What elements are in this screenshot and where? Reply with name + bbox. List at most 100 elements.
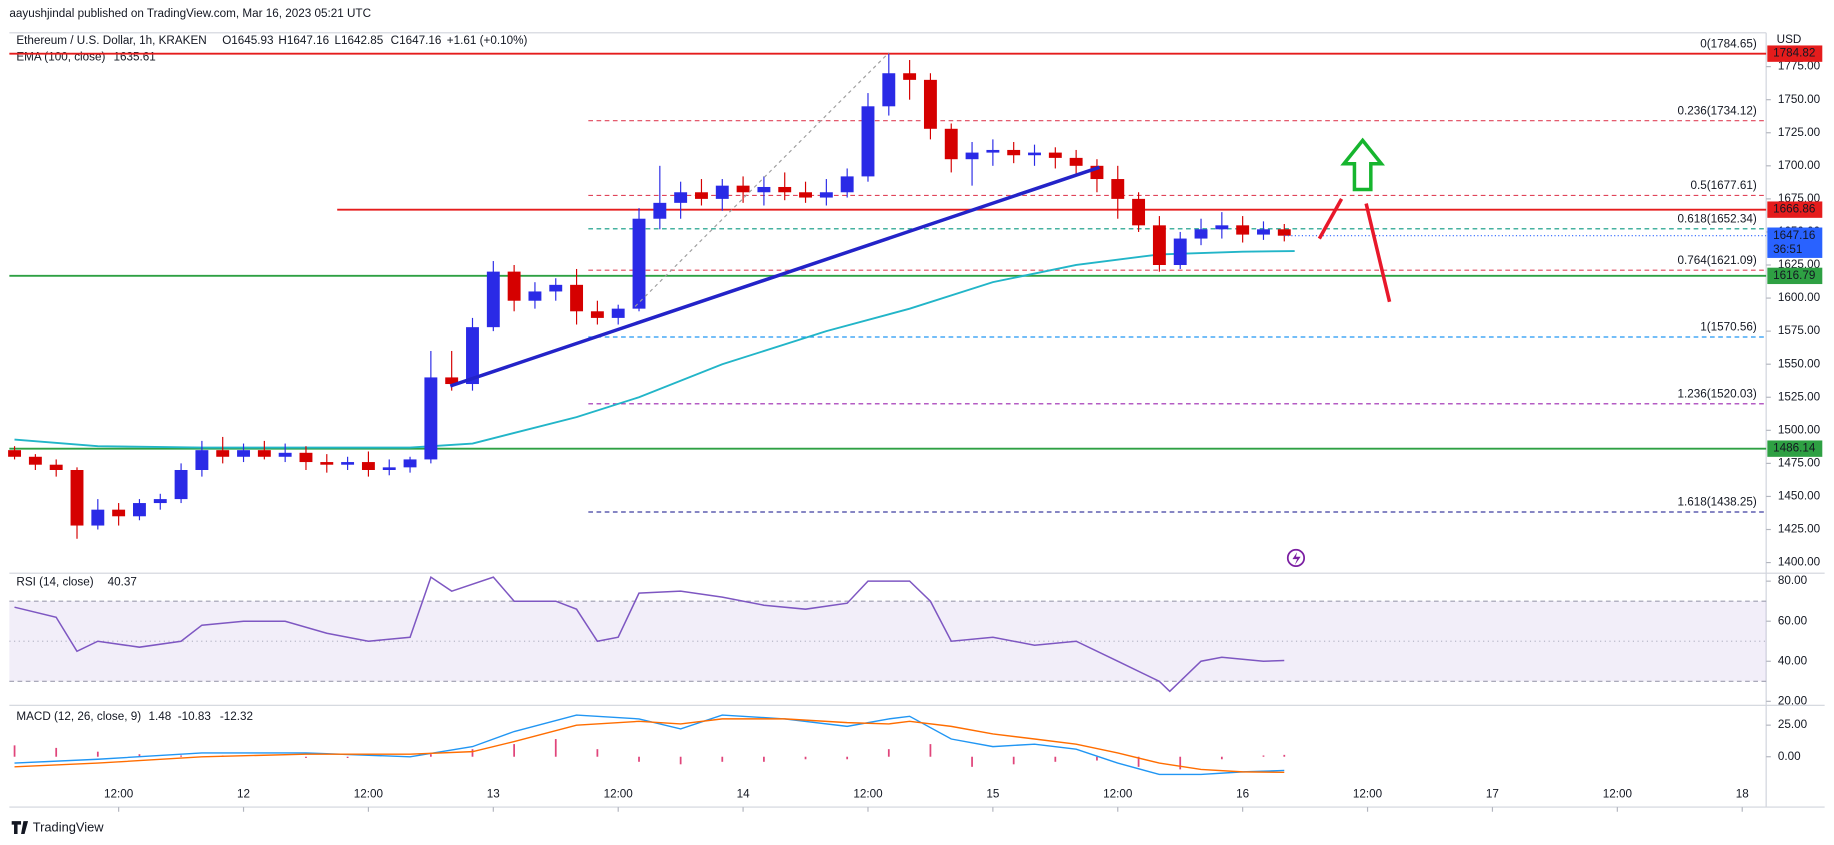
candle-body <box>528 291 542 301</box>
ohlc-value: O1645.93 <box>222 34 273 47</box>
candle-body <box>903 73 917 80</box>
x-tick-label: 15 <box>986 787 1000 800</box>
level-badge <box>1767 440 1823 457</box>
main-layer <box>8 52 1767 776</box>
y-tick-label: 1450.00 <box>1778 490 1821 503</box>
candle-body <box>840 176 854 193</box>
candle-body <box>278 452 292 457</box>
y-tick-label: 1425.00 <box>1778 523 1821 536</box>
candle-body <box>1173 238 1187 266</box>
ohlc-value: C1647.16 <box>391 34 442 47</box>
candle-body <box>195 450 209 470</box>
ema-last-value: 1635.61 <box>113 50 155 63</box>
candle-body <box>882 73 896 107</box>
x-tick-label: 17 <box>1486 787 1499 800</box>
candle-body <box>944 128 958 160</box>
trend-line <box>449 165 1101 388</box>
fib-label: 0.236(1734.12) <box>1678 104 1757 117</box>
level-badge <box>1767 45 1823 62</box>
x-tick-label: 12:00 <box>104 787 134 800</box>
y-tick-label: 1725.00 <box>1778 126 1821 139</box>
candle-body <box>590 311 604 318</box>
candle-body <box>1048 152 1062 158</box>
candle-body <box>674 192 688 203</box>
candle-body <box>965 152 979 160</box>
y-tick-label: 1600.00 <box>1778 291 1821 304</box>
candle-body <box>361 462 375 470</box>
x-tick-label: 16 <box>1236 787 1249 800</box>
fib-label: 0.618(1652.34) <box>1678 213 1757 226</box>
fib-label: 1.236(1520.03) <box>1678 388 1757 401</box>
x-tick-label: 12:00 <box>354 787 384 800</box>
macd-title: MACD (12, 26, close, 9) <box>16 710 141 723</box>
y-tick-label: 40.00 <box>1778 654 1808 667</box>
candle-body <box>1152 225 1166 266</box>
y-tick-label: 1400.00 <box>1778 556 1821 569</box>
candle-body <box>507 271 521 301</box>
candle-body <box>424 377 438 460</box>
countdown-label: 36:51 <box>1773 243 1802 256</box>
x-tick-label: 12:00 <box>853 787 883 800</box>
candle-body <box>570 284 584 312</box>
fib-label: 1.618(1438.25) <box>1678 496 1757 509</box>
rsi-line <box>14 575 1285 693</box>
candle-body <box>1257 229 1270 235</box>
candle-body <box>1007 149 1021 156</box>
fib-label: 1(1570.56) <box>1700 321 1757 334</box>
y-tick-label: 1750.00 <box>1778 93 1821 106</box>
y-tick-label: 25.00 <box>1778 718 1808 731</box>
candle-body <box>986 149 1000 153</box>
candle-body <box>1194 229 1208 239</box>
candle-body <box>486 271 500 328</box>
x-tick-label: 14 <box>737 787 751 800</box>
macd-line <box>14 718 1285 774</box>
candle-body <box>237 450 250 457</box>
y-tick-label: 20.00 <box>1778 694 1808 707</box>
candle-body <box>1215 225 1229 230</box>
fib-label: 0(1784.65) <box>1700 38 1757 51</box>
candle-body <box>382 467 396 470</box>
candle-body <box>819 192 833 198</box>
candle-body <box>70 469 84 526</box>
fib-label: 0.764(1621.09) <box>1678 254 1757 267</box>
candle-body <box>778 186 792 193</box>
candle-body <box>299 452 313 463</box>
candle-body <box>216 450 230 457</box>
red-arrow-down <box>1364 203 1392 303</box>
candle-body <box>153 499 167 504</box>
level-badge-label: 1666.86 <box>1773 203 1815 216</box>
x-tick-label: 18 <box>1736 787 1749 800</box>
y-tick-label: 1575.00 <box>1778 324 1821 337</box>
y-tick-label: 1700.00 <box>1778 159 1821 172</box>
x-tick-label: 12 <box>237 787 250 800</box>
candle-body <box>49 464 63 470</box>
ema-line <box>14 250 1295 449</box>
candle-body <box>445 377 459 385</box>
y-tick-label: 1475.00 <box>1778 456 1821 469</box>
red-arrow-up <box>1317 198 1344 240</box>
candle-body <box>611 308 625 318</box>
candle-body <box>653 202 667 219</box>
candle-body <box>736 185 750 193</box>
fib-label: 0.5(1677.61) <box>1691 179 1757 192</box>
rsi-last-value: 40.37 <box>108 576 137 589</box>
x-tick-label: 12:00 <box>1353 787 1383 800</box>
chart-title: Ethereum / U.S. Dollar, 1h, KRAKEN <box>16 34 206 47</box>
x-tick-label: 12:00 <box>604 787 634 800</box>
tv-logo <box>11 821 29 834</box>
last-price-badge <box>1767 227 1823 258</box>
x-tick-label: 12:00 <box>1603 787 1633 800</box>
level-badge <box>1767 201 1823 218</box>
y-tick-label: 60.00 <box>1778 614 1808 627</box>
publisher: aayushjindal published on TradingView.co… <box>9 7 371 20</box>
candle-body <box>174 469 188 500</box>
ohlc-value: +1.61 (+0.10%) <box>447 34 528 47</box>
level-badge-label: 1784.82 <box>1773 47 1815 60</box>
candle-body <box>320 462 334 465</box>
level-badge <box>1767 267 1823 285</box>
candle-body <box>112 509 126 517</box>
